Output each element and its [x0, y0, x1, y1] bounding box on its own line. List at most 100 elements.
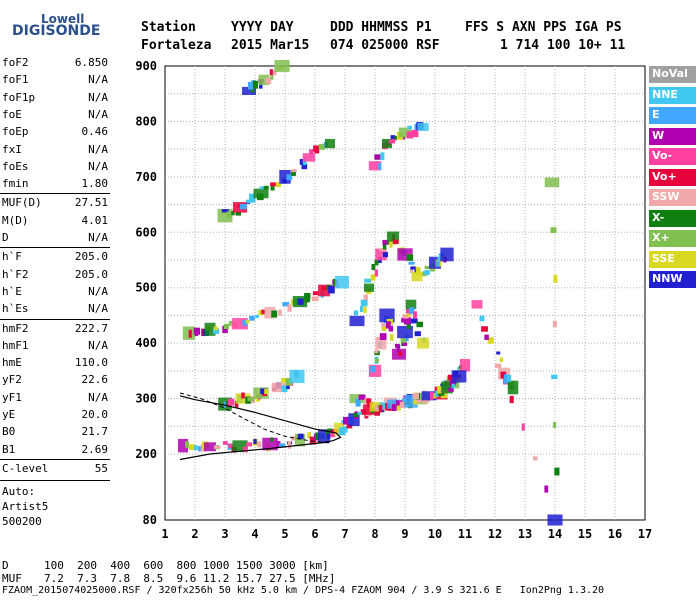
- echo-point: [270, 70, 277, 76]
- echo-point: [227, 398, 235, 406]
- y-tick-label: 400: [135, 336, 157, 350]
- echo-point: [451, 370, 467, 383]
- echo-point: [204, 322, 216, 336]
- legend-item-noval: NoVal: [649, 66, 696, 83]
- echo-point: [379, 308, 395, 323]
- echo-point: [249, 193, 255, 201]
- echo-point: [386, 399, 400, 409]
- param-value: 1.80: [81, 177, 109, 191]
- echo-point: [286, 174, 293, 181]
- param-row-foes: foEs N/A: [0, 160, 108, 176]
- echo-point: [396, 403, 401, 411]
- echo-point: [422, 399, 427, 404]
- echo-point: [193, 327, 201, 335]
- echo-point: [241, 392, 245, 399]
- param-name: h`F2: [2, 267, 29, 281]
- echo-point: [415, 267, 421, 275]
- header-label-date: YYYY DAY: [231, 20, 294, 35]
- echo-point: [275, 182, 282, 188]
- legend-label: NNE: [652, 87, 678, 101]
- param-value: N/A: [88, 338, 108, 352]
- echo-point: [471, 300, 483, 309]
- echo-point: [388, 325, 394, 332]
- header-value-time: 074 025000 RSF: [330, 38, 440, 53]
- auto-line3: 500200: [0, 515, 108, 531]
- echo-point: [285, 378, 293, 386]
- echo-point: [242, 86, 256, 96]
- echo-point: [326, 433, 331, 440]
- echo-point: [355, 398, 361, 407]
- echo-point: [271, 382, 287, 393]
- echo-point: [416, 321, 424, 328]
- echo-point: [370, 365, 377, 373]
- x-tick-label: 2: [191, 527, 198, 541]
- param-value: N/A: [88, 142, 108, 156]
- auto-line2: Artist5: [0, 500, 108, 516]
- param-value: N/A: [88, 284, 108, 298]
- logo-lowell: Lowell: [41, 12, 85, 26]
- footer-d-values: 100 200 400 600 800 1000 1500 3000 [km]: [44, 559, 329, 572]
- legend-item-nnw: NNW: [649, 271, 696, 288]
- echo-point: [378, 163, 382, 170]
- echo-point: [321, 286, 327, 291]
- param-name: MUF(D): [2, 196, 42, 210]
- param-row-foep: foEp 0.46: [0, 125, 108, 141]
- x-tick-label: 1: [161, 527, 168, 541]
- echo-point: [424, 265, 430, 270]
- echo-point: [424, 270, 430, 275]
- echo-point: [409, 307, 415, 315]
- echo-point: [249, 315, 255, 321]
- echo-point: [349, 315, 365, 327]
- legend-item-nne: NNE: [649, 86, 696, 104]
- echo-point: [484, 334, 489, 340]
- echo-point: [440, 247, 454, 262]
- echo-point: [459, 359, 471, 372]
- footer-d-label: D: [2, 559, 9, 572]
- echo-point: [363, 306, 367, 314]
- x-tick-label: 16: [608, 527, 622, 541]
- param-name: yF1: [2, 390, 22, 404]
- legend-item-vominus: Vo-: [649, 148, 696, 165]
- param-value: 205.0: [74, 267, 108, 281]
- param-row-hf: h`F 205.0: [0, 250, 108, 266]
- param-name: yF2: [2, 373, 22, 387]
- echo-point: [362, 404, 376, 415]
- echo-point: [245, 319, 250, 324]
- echo-point: [281, 385, 288, 393]
- param-separator: [0, 318, 110, 320]
- echo-point: [212, 328, 220, 334]
- echo-point: [380, 335, 384, 340]
- x-tick-label: 15: [578, 527, 592, 541]
- echo-point: [408, 261, 415, 265]
- echo-point: [213, 445, 221, 449]
- echo-point: [330, 431, 336, 438]
- param-name: D: [2, 231, 9, 244]
- echo-point: [318, 144, 326, 150]
- param-name: fxI: [2, 142, 22, 156]
- param-value: 21.7: [81, 425, 109, 439]
- x-tick-label: 11: [458, 527, 472, 541]
- echo-point: [226, 213, 232, 219]
- echo-point: [521, 423, 525, 431]
- echo-point: [410, 268, 414, 274]
- legend-label: SSW: [652, 190, 680, 203]
- echo-point: [410, 318, 418, 324]
- echo-point: [375, 248, 387, 261]
- echo-point: [363, 294, 368, 301]
- echo-point: [265, 77, 272, 84]
- param-value: 110.0: [74, 356, 108, 370]
- echo-point: [496, 351, 501, 355]
- echo-point: [288, 441, 292, 449]
- param-value: N/A: [88, 159, 108, 173]
- echo-point: [242, 446, 248, 453]
- param-name: fmin: [2, 177, 29, 191]
- echo-point: [297, 433, 304, 440]
- param-value: N/A: [88, 107, 108, 121]
- echo-point: [299, 158, 303, 165]
- echo-point: [481, 326, 488, 332]
- echo-point: [281, 377, 287, 383]
- footer-file-info: FZAOM_2015074025000.RSF / 320fx256h 50 k…: [2, 585, 605, 596]
- echo-point: [553, 274, 558, 283]
- header-label-settings: FFS S AXN PPS IGA PS: [465, 20, 622, 35]
- echo-point: [417, 337, 429, 349]
